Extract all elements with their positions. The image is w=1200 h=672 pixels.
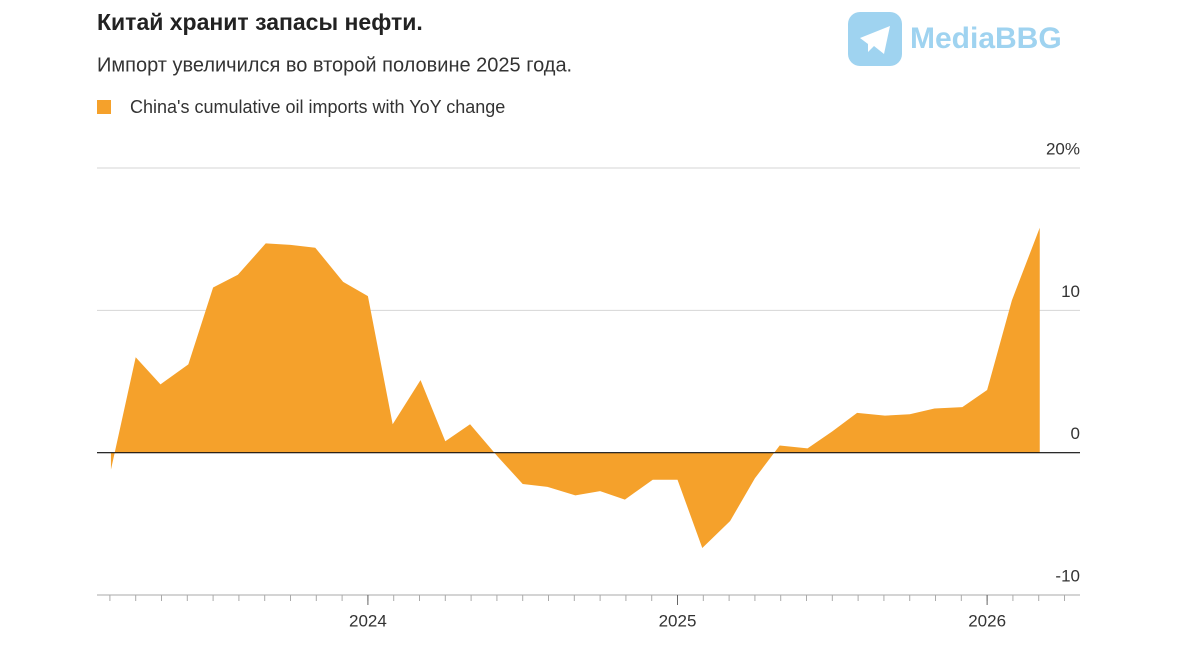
y-tick-label: -10	[1055, 566, 1080, 585]
chart-subtitle: Импорт увеличился во второй половине 202…	[97, 54, 572, 76]
area	[110, 227, 1040, 549]
y-tick-label: 10	[1061, 282, 1080, 301]
x-tick-label: 2026	[968, 611, 1006, 630]
y-tick-label: 0	[1071, 424, 1080, 443]
x-tick-label: 2025	[659, 611, 697, 630]
legend-label: China's cumulative oil imports with YoY …	[130, 97, 505, 117]
watermark: MediaBBG	[848, 12, 1062, 66]
x-tick-label: 2024	[349, 611, 387, 630]
watermark-text: MediaBBG	[910, 22, 1062, 55]
legend-swatch	[97, 100, 111, 114]
chart-title: Китай хранит запасы нефти.	[97, 9, 423, 35]
y-tick-label: 20%	[1046, 139, 1080, 158]
watermark-plane	[860, 26, 890, 54]
